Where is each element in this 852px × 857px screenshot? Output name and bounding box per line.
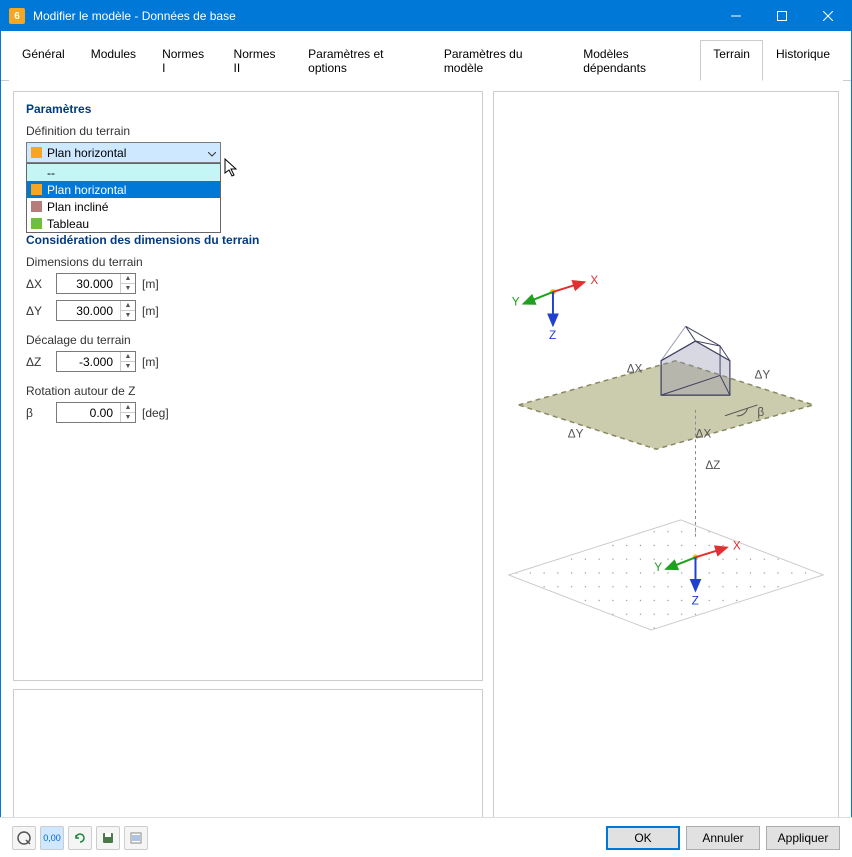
preview-svg: X Y Z ΔX [494,92,838,826]
footer: 0,00 OK Annuler Appliquer [0,817,852,857]
tab-bar: GénéralModulesNormes INormes IIParamètre… [1,31,851,81]
dy-right-label: ΔY [754,368,770,381]
dz-preview-label: ΔZ [705,459,720,472]
parameters-panel: Paramètres Définition du terrain Plan ho… [13,91,483,681]
axis-x-label-2: X [733,539,741,552]
refresh-button[interactable] [68,826,92,850]
dx-label: ΔX [26,277,50,291]
dz-spin-down[interactable]: ▼ [120,362,135,371]
beta-input[interactable] [57,406,117,420]
dy-unit: [m] [142,304,159,318]
close-button[interactable] [805,1,851,31]
dy-label: ΔY [26,304,50,318]
consideration-title: Considération des dimensions du terrain [26,233,470,247]
terrain-definition-combo[interactable]: Plan horizontal --Plan horizontalPlan in… [26,142,221,163]
swatch-icon [31,218,42,229]
axis-y-label: Y [512,296,520,309]
cancel-button[interactable]: Annuler [686,826,760,850]
window-title: Modifier le modèle - Données de base [33,9,713,23]
section-title-parameters: Paramètres [26,102,470,116]
dy-spin-down[interactable]: ▼ [120,311,135,320]
cursor-icon [224,158,242,178]
dropdown-item[interactable]: -- [27,164,220,181]
units-button[interactable]: 0,00 [40,826,64,850]
dropdown-item-label: -- [47,166,55,180]
save-button[interactable] [96,826,120,850]
axis-y-label-2: Y [654,561,662,574]
maximize-button[interactable] [759,1,805,31]
dropdown-item[interactable]: Tableau [27,215,220,232]
dx-row: ΔX ▲▼ [m] [26,273,470,294]
swatch-icon [31,184,42,195]
beta-spin-up[interactable]: ▲ [120,403,135,413]
dx-input[interactable] [57,277,117,291]
titlebar: 6 Modifier le modèle - Données de base [1,1,851,31]
beta-preview-label: β [757,406,764,419]
dx-unit: [m] [142,277,159,291]
dy-input-wrap: ▲▼ [56,300,136,321]
axis-x-label: X [590,274,598,287]
axis-z-label: Z [549,329,556,342]
preview-panel: X Y Z ΔX [493,91,839,827]
dx-spin-down[interactable]: ▼ [120,284,135,293]
dropdown-item-label: Plan horizontal [47,183,126,197]
beta-row: β ▲▼ [deg] [26,402,470,423]
terrain-definition-label: Définition du terrain [26,124,470,138]
dy-input[interactable] [57,304,117,318]
tab-param-tres-du-mod-le[interactable]: Paramètres du modèle [431,40,570,81]
dy-row: ΔY ▲▼ [m] [26,300,470,321]
offset-label: Décalage du terrain [26,333,470,347]
combo-swatch [31,147,42,158]
beta-input-wrap: ▲▼ [56,402,136,423]
tab-normes-i[interactable]: Normes I [149,40,220,81]
dy-left-label: ΔY [568,427,584,440]
dx-bottom-label: ΔX [695,427,711,440]
app-icon: 6 [9,8,25,24]
tab-terrain[interactable]: Terrain [700,40,763,81]
apply-button[interactable]: Appliquer [766,826,840,850]
combo-selected-label: Plan horizontal [47,146,126,160]
dropdown-item[interactable]: Plan horizontal [27,181,220,198]
left-column: Paramètres Définition du terrain Plan ho… [13,91,483,827]
dx-top-label: ΔX [627,363,643,376]
tab-g-n-ral[interactable]: Général [9,40,78,81]
dropdown-item-label: Plan incliné [47,200,108,214]
axis-z-label-2: Z [692,594,699,607]
bottom-panel [13,689,483,827]
beta-unit: [deg] [142,406,169,420]
dz-row: ΔZ ▲▼ [m] [26,351,470,372]
dz-input-wrap: ▲▼ [56,351,136,372]
list-button[interactable] [124,826,148,850]
content-area: Paramètres Définition du terrain Plan ho… [1,81,851,837]
chevron-down-icon [208,146,216,160]
tab-mod-les-d-pendants[interactable]: Modèles dépendants [570,40,700,81]
dimensions-label: Dimensions du terrain [26,255,470,269]
dz-unit: [m] [142,355,159,369]
dx-spin-up[interactable]: ▲ [120,274,135,284]
tab-param-tres-et-options[interactable]: Paramètres et options [295,40,431,81]
tab-historique[interactable]: Historique [763,40,843,81]
beta-label: β [26,406,50,420]
ok-button[interactable]: OK [606,826,680,850]
swatch-icon [31,201,42,212]
dz-spin-up[interactable]: ▲ [120,352,135,362]
minimize-button[interactable] [713,1,759,31]
dropdown-item-label: Tableau [47,217,89,231]
swatch-icon [31,167,42,178]
dx-input-wrap: ▲▼ [56,273,136,294]
dz-input[interactable] [57,355,117,369]
help-button[interactable] [12,826,36,850]
tab-modules[interactable]: Modules [78,40,149,81]
beta-spin-down[interactable]: ▼ [120,413,135,422]
dy-spin-up[interactable]: ▲ [120,301,135,311]
rotation-label: Rotation autour de Z [26,384,470,398]
dropdown-item[interactable]: Plan incliné [27,198,220,215]
dz-label: ΔZ [26,355,50,369]
terrain-definition-dropdown: -- Plan horizontal Plan incliné Tableau [26,163,221,233]
tab-normes-ii[interactable]: Normes II [221,40,296,81]
